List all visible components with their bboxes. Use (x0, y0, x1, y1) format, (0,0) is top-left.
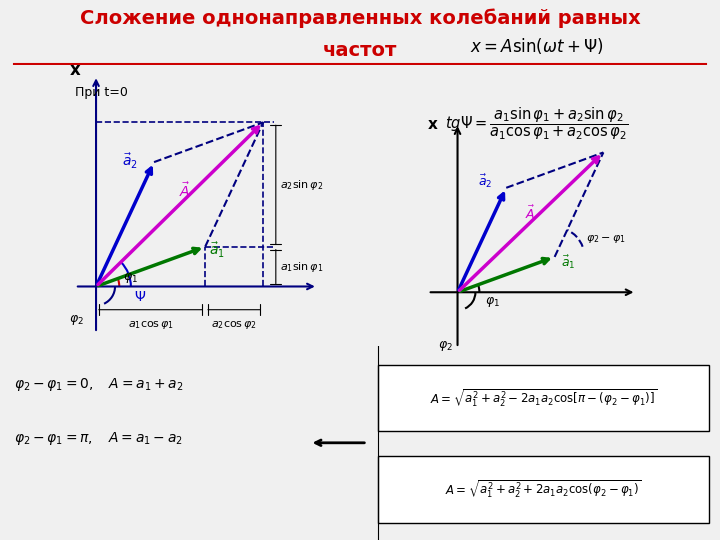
FancyBboxPatch shape (378, 456, 709, 523)
Text: $\varphi_1$: $\varphi_1$ (485, 295, 500, 309)
Text: Сложение однонаправленных колебаний равных: Сложение однонаправленных колебаний равн… (80, 8, 640, 28)
Text: При t=0: При t=0 (75, 86, 127, 99)
Text: $\varphi_2 - \varphi_1$: $\varphi_2 - \varphi_1$ (586, 233, 626, 245)
Text: частот: частот (323, 41, 397, 60)
Text: $a_2 \sin\varphi_2$: $a_2 \sin\varphi_2$ (280, 178, 323, 192)
Text: $A = \sqrt{a_1^2 + a_2^2 - 2a_1 a_2 \cos[\pi - (\varphi_2 - \varphi_1)]}$: $A = \sqrt{a_1^2 + a_2^2 - 2a_1 a_2 \cos… (430, 388, 657, 409)
FancyBboxPatch shape (378, 365, 709, 431)
Text: $\vec{a}_1$: $\vec{a}_1$ (210, 241, 225, 260)
Text: $\varphi_2$: $\varphi_2$ (438, 339, 452, 353)
Text: $\varphi_2$: $\varphi_2$ (68, 313, 84, 327)
Text: $a_2 \cos\varphi_2$: $a_2 \cos\varphi_2$ (211, 319, 257, 330)
Text: $a_1 \cos\varphi_1$: $a_1 \cos\varphi_1$ (127, 319, 174, 330)
Text: $x = A\sin(\omega t + \Psi)$: $x = A\sin(\omega t + \Psi)$ (469, 36, 603, 56)
Text: $A = \sqrt{a_1^2 + a_2^2 + 2a_1 a_2 \cos(\varphi_2 - \varphi_1)}$: $A = \sqrt{a_1^2 + a_2^2 + 2a_1 a_2 \cos… (445, 479, 642, 500)
Text: $\vec{a}_1$: $\vec{a}_1$ (561, 254, 575, 271)
Text: $\vec{A}$: $\vec{A}$ (179, 181, 190, 200)
Text: $\Psi$: $\Psi$ (134, 291, 146, 304)
Text: x: x (428, 117, 438, 132)
Text: $\vec{a}_2$: $\vec{a}_2$ (122, 152, 138, 171)
Text: x: x (70, 62, 81, 79)
Text: $\vec{a}_2$: $\vec{a}_2$ (478, 173, 492, 190)
Text: $a_1 \sin\varphi_1$: $a_1 \sin\varphi_1$ (280, 260, 323, 274)
Text: $\vec{A}$: $\vec{A}$ (525, 205, 535, 222)
Text: $\varphi_1$: $\varphi_1$ (124, 271, 138, 285)
Text: $tg\Psi = \dfrac{a_1 \sin\varphi_1 + a_2 \sin\varphi_2}{a_1 \cos\varphi_1 + a_2 : $tg\Psi = \dfrac{a_1 \sin\varphi_1 + a_2… (445, 106, 628, 143)
Text: $\varphi_2 - \varphi_1 = \pi, \quad A = a_1 - a_2$: $\varphi_2 - \varphi_1 = \pi, \quad A = … (14, 430, 184, 448)
Text: $\varphi_2 - \varphi_1 = 0, \quad A = a_1 + a_2$: $\varphi_2 - \varphi_1 = 0, \quad A = a_… (14, 376, 184, 393)
